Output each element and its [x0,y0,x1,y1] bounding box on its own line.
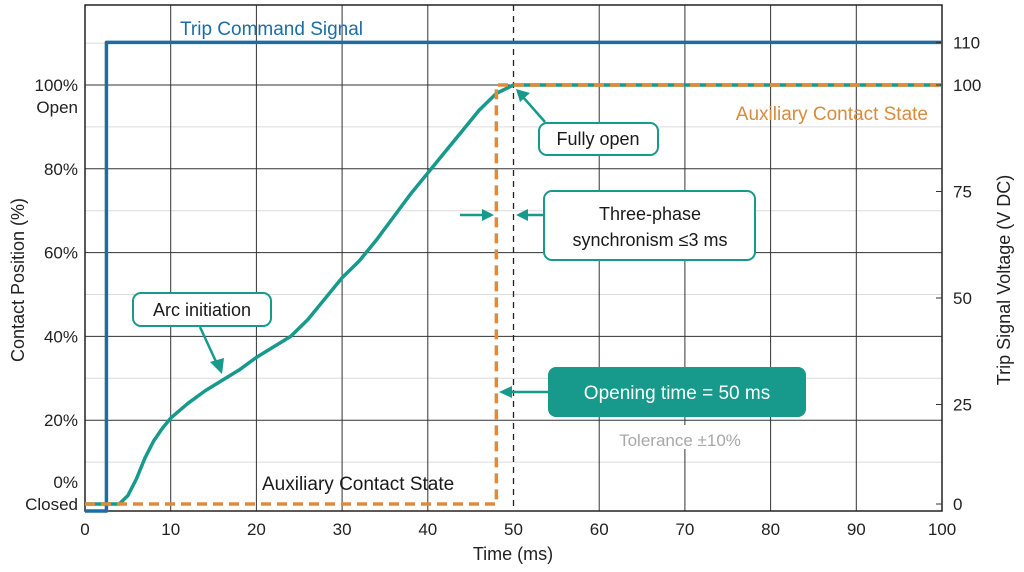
y-left-tick-label: 80% [44,160,78,179]
y-left-tick-label: 60% [44,244,78,263]
y-right-tick-label: 100 [953,76,981,95]
opening-time-callout: Opening time = 50 ms Tolerance ±10% [499,367,806,450]
y-left-tick-sublabel: Open [36,98,78,117]
y-axis-right-label: Trip Signal Voltage (V DC) [994,175,1014,385]
arc-arrow [198,326,220,367]
y-right-tick-label: 0 [953,495,962,514]
aux-state-label-top: Auxiliary Contact State [736,104,928,125]
y-right-tick-label: 75 [953,183,972,202]
y-axis-left-label: Contact Position (%) [8,198,28,362]
x-tick-label: 20 [247,520,266,539]
y-right-tick-label: 110 [953,33,980,52]
x-tick-label: 0 [80,520,89,539]
y-right-tick-label: 50 [953,289,972,308]
arc-initiation-callout: Arc initiation [132,292,272,374]
series-trip-command-signal [85,40,942,513]
arrow-left-icon [516,209,528,221]
x-tick-label: 80 [761,520,780,539]
sync-line2: synchronism ≤3 ms [573,230,728,250]
arrow-head-icon [516,89,530,102]
opening-time-text: Opening time = 50 ms [584,383,770,404]
x-tick-label: 60 [590,520,609,539]
grid [84,4,943,512]
series-layer [85,40,942,513]
series-contact-position [85,83,942,506]
x-tick-label: 100 [928,520,956,539]
synchronism-callout: Three-phase synchronism ≤3 ms [460,190,756,261]
x-tick-label: 90 [847,520,866,539]
ticks: 0 10 20 30 40 50 60 70 80 90 100 0% Closed 20% 40% 60% 8… [25,33,981,539]
x-tick-label: 30 [333,520,352,539]
arrow-left-icon [499,386,512,398]
aux-state-label-bottom: Auxiliary Contact State [262,474,454,495]
fully-open-text: Fully open [556,129,639,149]
y-left-tick-label: 20% [44,411,78,430]
y-left-tick-label: 0% [53,473,78,492]
tolerance-text: Tolerance ±10% [619,431,741,450]
x-tick-label: 40 [418,520,437,539]
x-axis-label: Time (ms) [473,544,553,564]
fully-open-callout: Fully open [516,89,659,156]
sync-line1: Three-phase [599,204,701,224]
trip-signal-label: Trip Command Signal [180,19,363,40]
arc-initiation-text: Arc initiation [153,300,251,320]
arrow-head-icon [210,358,224,374]
arrow-right-icon [482,209,494,221]
y-right-tick-label: 25 [953,396,972,415]
x-tick-label: 50 [504,520,523,539]
y-left-tick-sublabel: Closed [25,495,78,514]
y-left-tick-label: 40% [44,327,78,346]
y-left-tick-label: 100% [35,76,78,95]
x-tick-label: 10 [161,520,180,539]
x-tick-label: 70 [675,520,694,539]
